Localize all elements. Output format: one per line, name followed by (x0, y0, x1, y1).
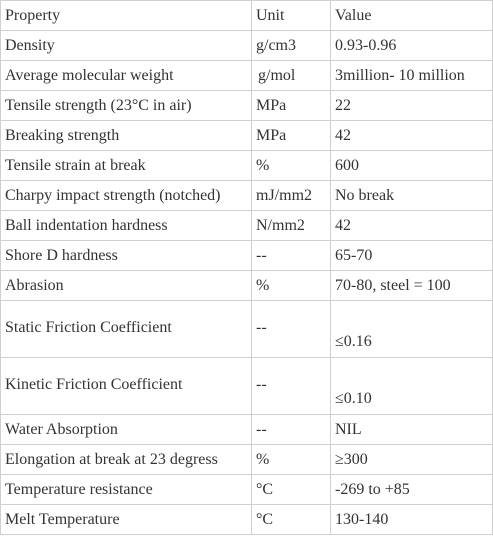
unit-cell: -- (251, 300, 331, 358)
table-row: Static Friction Coefficient -- ≤0.16 (0, 300, 493, 358)
unit-cell: -- (251, 357, 331, 415)
table-row: Shore D hardness -- 65-70 (0, 240, 493, 271)
header-property: Property (0, 0, 252, 31)
unit-cell: g/cm3 (251, 30, 331, 61)
unit-cell: mJ/mm2 (251, 180, 331, 211)
property-cell: Kinetic Friction Coefficient (0, 357, 252, 415)
unit-cell: -- (251, 240, 331, 271)
value-cell: -269 to +85 (330, 474, 493, 505)
value-cell: 70-80, steel = 100 (330, 270, 493, 301)
property-cell: Charpy impact strength (notched) (0, 180, 252, 211)
property-cell: Abrasion (0, 270, 252, 301)
unit-cell: % (251, 270, 331, 301)
value-cell: ≥300 (330, 444, 493, 475)
table-row: Temperature resistance °C -269 to +85 (0, 474, 493, 505)
property-cell: Ball indentation hardness (0, 210, 252, 241)
property-cell: Tensile strength (23°C in air) (0, 90, 252, 121)
unit-cell: MPa (251, 120, 331, 151)
property-cell: Melt Temperature (0, 504, 252, 535)
value-cell: 22 (330, 90, 493, 121)
unit-cell: MPa (251, 90, 331, 121)
value-cell: 130-140 (330, 504, 493, 535)
unit-cell: % (251, 444, 331, 475)
header-value: Value (330, 0, 493, 31)
unit-cell: % (251, 150, 331, 181)
property-cell: Tensile strain at break (0, 150, 252, 181)
property-cell: Density (0, 30, 252, 61)
table-row: Density g/cm3 0.93-0.96 (0, 30, 493, 61)
value-cell: 600 (330, 150, 493, 181)
value-cell: 42 (330, 210, 493, 241)
table-row: Average molecular weight g/mol 3million-… (0, 60, 493, 91)
table-row: Abrasion % 70-80, steel = 100 (0, 270, 493, 301)
property-cell: Shore D hardness (0, 240, 252, 271)
header-unit: Unit (251, 0, 331, 31)
table-row: Melt Temperature °C 130-140 (0, 504, 493, 535)
value-cell: ≤0.16 (330, 300, 493, 358)
property-cell: Average molecular weight (0, 60, 252, 91)
table-row: Water Absorption -- NIL (0, 414, 493, 445)
table-row: Tensile strength (23°C in air) MPa 22 (0, 90, 493, 121)
table-row: Elongation at break at 23 degress % ≥300 (0, 444, 493, 475)
unit-cell: °C (251, 474, 331, 505)
property-cell: Static Friction Coefficient (0, 300, 252, 358)
value-cell: No break (330, 180, 493, 211)
value-cell: 3million- 10 million (330, 60, 493, 91)
table-row: Tensile strain at break % 600 (0, 150, 493, 181)
property-cell: Water Absorption (0, 414, 252, 445)
table-header-row: Property Unit Value (0, 0, 493, 31)
unit-cell: N/mm2 (251, 210, 331, 241)
table-row: Breaking strength MPa 42 (0, 120, 493, 151)
table-row: Charpy impact strength (notched) mJ/mm2 … (0, 180, 493, 211)
property-cell: Temperature resistance (0, 474, 252, 505)
property-cell: Breaking strength (0, 120, 252, 151)
unit-cell: g/mol (251, 60, 331, 91)
value-cell: 65-70 (330, 240, 493, 271)
value-cell: 42 (330, 120, 493, 151)
value-cell: 0.93-0.96 (330, 30, 493, 61)
property-cell: Elongation at break at 23 degress (0, 444, 252, 475)
value-cell: ≤0.10 (330, 357, 493, 415)
table-row: Kinetic Friction Coefficient -- ≤0.10 (0, 357, 493, 415)
value-cell: NIL (330, 414, 493, 445)
unit-cell: -- (251, 414, 331, 445)
unit-cell: °C (251, 504, 331, 535)
table-row: Ball indentation hardness N/mm2 42 (0, 210, 493, 241)
